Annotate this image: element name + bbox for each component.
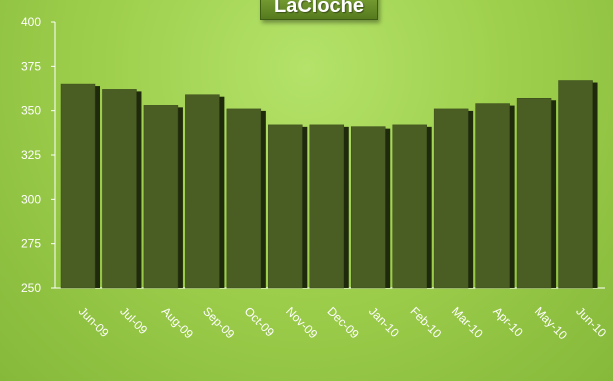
y-tick-label: 325 [21,148,41,162]
y-tick-label: 400 [21,15,41,29]
bar [558,80,593,289]
bar [516,98,552,289]
x-tick-label: Apr-10 [490,304,526,340]
bar [143,105,179,289]
y-tick-label: 250 [21,281,41,295]
x-tick-label: Aug-09 [159,304,196,341]
x-tick-label: Dec-09 [325,304,362,341]
bar [433,108,469,289]
x-tick-label: Feb-10 [407,304,444,341]
bar [475,103,510,289]
bar [392,124,427,289]
x-tick-label: May-10 [532,304,570,342]
labels-group: Jun-09 Jul-09 Aug-09 Sep-09 Oct-09 Nov-09 Dec-… [76,304,610,342]
bar [60,83,96,289]
x-tick-label: Jun-10 [573,304,609,340]
x-tick-label: Oct-09 [242,304,278,340]
x-tick-label: Jun-09 [76,304,112,340]
chart-title: LaCloche [260,0,378,20]
bar [102,89,137,289]
y-tick-label: 275 [21,237,41,251]
x-tick-label: Sep-09 [200,304,237,341]
bar [268,124,303,289]
x-tick-label: Mar-10 [449,304,486,341]
bar [226,108,262,289]
x-tick-label: Nov-09 [283,304,320,341]
y-tick-label: 350 [21,104,41,118]
x-tick-label: Jan-10 [366,304,402,340]
y-tick-label: 300 [21,192,41,206]
bar [185,94,220,289]
bar [350,126,386,289]
x-tick-label: Jul-09 [117,304,150,337]
bar [309,124,345,289]
y-tick-label: 375 [21,59,41,73]
bars-group [60,80,598,289]
